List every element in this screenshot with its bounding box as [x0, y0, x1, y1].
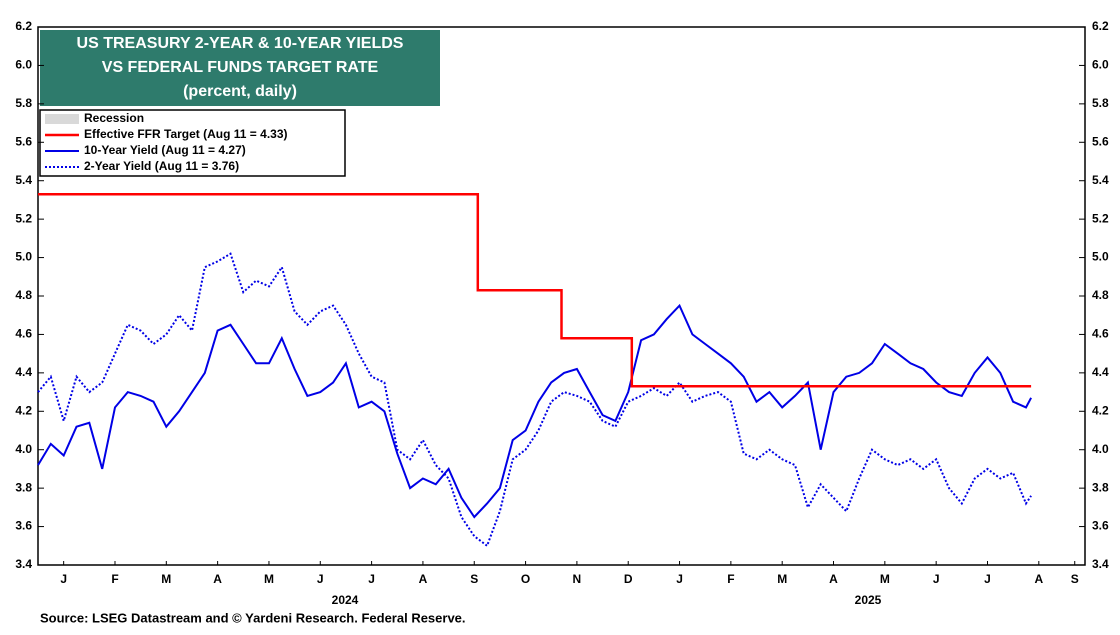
x-tick-label: S [470, 572, 478, 586]
y2-tick-label: 5.0 [1092, 250, 1109, 264]
y2-tick-label: 4.0 [1092, 442, 1109, 456]
x-tick-label: J [676, 572, 683, 586]
y2-tick-label: 5.8 [1092, 96, 1109, 110]
y2-tick-label: 4.2 [1092, 403, 1109, 417]
y2-tick-label: 5.6 [1092, 134, 1109, 148]
x-tick-label: J [984, 572, 991, 586]
y-tick-label: 5.4 [15, 173, 32, 187]
x-tick-label: F [111, 572, 118, 586]
y2-tick-label: 4.8 [1092, 288, 1109, 302]
y-tick-label: 4.8 [15, 288, 32, 302]
y-tick-label: 6.0 [15, 58, 32, 72]
x-tick-label: M [264, 572, 274, 586]
x-tick-label: J [933, 572, 940, 586]
x-tick-label: O [521, 572, 530, 586]
series-line [37, 252, 1032, 548]
x-tick-label: J [368, 572, 375, 586]
x-tick-label: J [60, 572, 67, 586]
x-tick-label: A [213, 572, 222, 586]
year-label: 2025 [855, 593, 882, 607]
legend-label: Recession [84, 111, 144, 125]
y-tick-label: 5.2 [15, 211, 32, 225]
y2-tick-label: 6.0 [1092, 58, 1109, 72]
y2-tick-label: 4.6 [1092, 327, 1109, 341]
x-tick-label: M [880, 572, 890, 586]
y2-tick-label: 5.4 [1092, 173, 1109, 187]
y2-tick-label: 5.2 [1092, 211, 1109, 225]
chart-subtitle: (percent, daily) [183, 83, 297, 100]
y2-tick-label: 3.8 [1092, 480, 1109, 494]
y2-tick-label: 3.4 [1092, 557, 1109, 571]
chart-title: US TREASURY 2-YEAR & 10-YEAR YIELDS [77, 35, 404, 52]
x-tick-label: M [161, 572, 171, 586]
legend-label: Effective FFR Target (Aug 11 = 4.33) [84, 127, 288, 141]
legend-box [39, 109, 346, 177]
x-tick-label: A [419, 572, 428, 586]
x-tick-label: A [1034, 572, 1043, 586]
y-tick-label: 4.4 [15, 365, 32, 379]
year-label: 2024 [332, 593, 359, 607]
legend-label: 2-Year Yield (Aug 11 = 3.76) [84, 159, 239, 173]
x-tick-label: S [1071, 572, 1079, 586]
y-tick-label: 4.2 [15, 403, 32, 417]
x-tick-label: N [573, 572, 582, 586]
legend-swatch [45, 114, 79, 124]
y2-tick-label: 4.4 [1092, 365, 1109, 379]
y-tick-label: 5.6 [15, 134, 32, 148]
y-tick-label: 3.8 [15, 480, 32, 494]
title-box [40, 30, 440, 106]
source-note: Source: LSEG Datastream and © Yardeni Re… [40, 610, 466, 625]
x-tick-label: D [624, 572, 633, 586]
y2-tick-label: 3.6 [1092, 519, 1109, 533]
x-tick-label: J [317, 572, 324, 586]
y-tick-label: 4.0 [15, 442, 32, 456]
y-tick-label: 3.6 [15, 519, 32, 533]
x-tick-label: F [727, 572, 734, 586]
y2-tick-label: 6.2 [1092, 19, 1109, 33]
legend-label: 10-Year Yield (Aug 11 = 4.27) [84, 143, 246, 157]
chart-title: VS FEDERAL FUNDS TARGET RATE [102, 59, 379, 76]
y-tick-label: 3.4 [15, 557, 32, 571]
y-tick-label: 4.6 [15, 327, 32, 341]
series-line [37, 303, 1032, 519]
y-tick-label: 6.2 [15, 19, 32, 33]
y-tick-label: 5.0 [15, 250, 32, 264]
y-tick-label: 5.8 [15, 96, 32, 110]
x-tick-label: A [829, 572, 838, 586]
x-tick-label: M [777, 572, 787, 586]
series-line [38, 192, 1032, 388]
